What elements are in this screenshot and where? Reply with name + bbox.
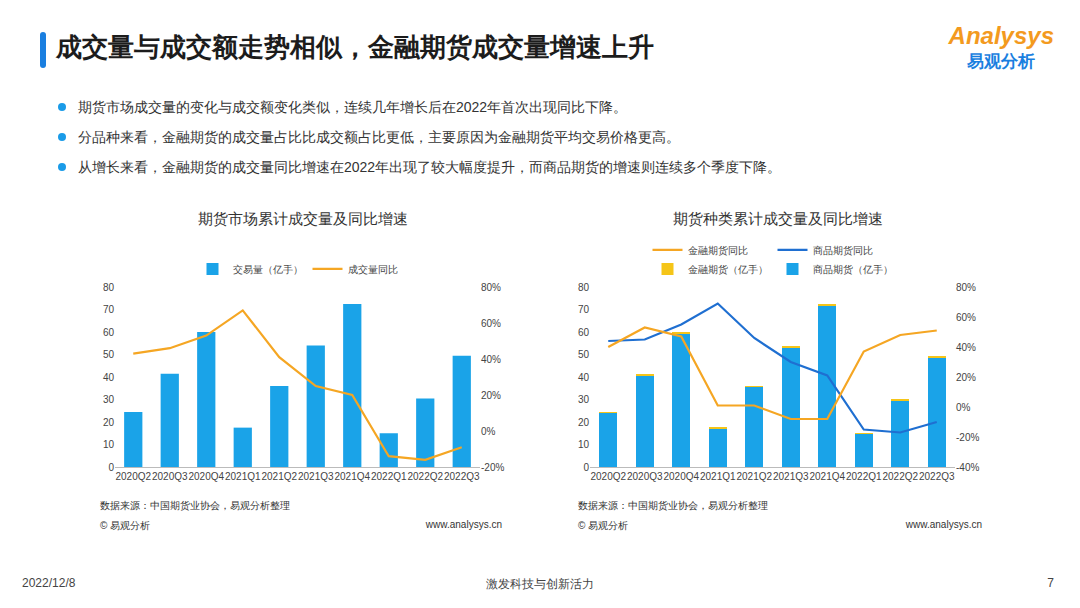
svg-text:80%: 80%	[481, 282, 501, 293]
svg-text:40: 40	[103, 372, 115, 383]
svg-text:2021Q1: 2021Q1	[225, 471, 261, 482]
svg-text:10: 10	[578, 439, 590, 450]
svg-text:2021Q4: 2021Q4	[334, 471, 370, 482]
svg-text:60%: 60%	[956, 312, 976, 323]
svg-text:20%: 20%	[481, 390, 501, 401]
html-text:从增长来看，金融期货的成交量同比增速在2022年出现了较大幅: 从增长来看，金融期货的成交量同比增速在2022年出现了较大幅度提升，而商品期货的…	[78, 159, 782, 175]
svg-text:2020Q4: 2020Q4	[188, 471, 224, 482]
html-text:期货市场成交量的变化与成交额变化类似，连续几年增长后在202: 期货市场成交量的变化与成交额变化类似，连续几年增长后在2022年首次出现同比下降…	[78, 99, 628, 115]
svg-text:2020Q4: 2020Q4	[663, 471, 699, 482]
svg-text:70: 70	[103, 304, 115, 315]
svg-text:2020Q3: 2020Q3	[152, 471, 188, 482]
html-text:分品种来看，金融期货的成交量占比比成交额占比更低，主要原因为: 分品种来看，金融期货的成交量占比比成交额占比更低，主要原因为金融期货平均交易价格…	[78, 129, 680, 145]
html-text:www.analysys.cn: www.analysys.cn	[425, 519, 502, 530]
html-text:数据来源：中国期货业协会，易观分析整理: 数据来源：中国期货业协会，易观分析整理	[578, 500, 768, 511]
svg-text:2021Q3: 2021Q3	[298, 471, 334, 482]
svg-text:80: 80	[103, 282, 115, 293]
svg-text:期货种类累计成交量及同比增速: 期货种类累计成交量及同比增速	[673, 210, 883, 227]
svg-text:2022Q3: 2022Q3	[444, 471, 480, 482]
svg-text:成交量同比: 成交量同比	[348, 264, 398, 275]
svg-text:2021Q2: 2021Q2	[736, 471, 772, 482]
html-text:© 易观分析: © 易观分析	[100, 520, 151, 531]
svg-text:10: 10	[103, 439, 115, 450]
svg-text:70: 70	[578, 304, 590, 315]
svg-text:0%: 0%	[481, 426, 496, 437]
svg-text:30: 30	[103, 394, 115, 405]
svg-text:0: 0	[583, 462, 589, 473]
svg-text:2021Q4: 2021Q4	[809, 471, 845, 482]
svg-text:2021Q2: 2021Q2	[261, 471, 297, 482]
svg-text:金融期货（亿手）: 金融期货（亿手）	[688, 264, 768, 275]
svg-text:20: 20	[578, 417, 590, 428]
svg-text:2020Q3: 2020Q3	[627, 471, 663, 482]
svg-text:0%: 0%	[956, 402, 971, 413]
svg-text:60: 60	[578, 327, 590, 338]
html-text:© 易观分析: © 易观分析	[578, 520, 629, 531]
html-text:激发科技与创新活力: 激发科技与创新活力	[486, 577, 594, 591]
svg-text:期货市场累计成交量及同比增速: 期货市场累计成交量及同比增速	[198, 210, 408, 227]
svg-text:2021Q1: 2021Q1	[700, 471, 736, 482]
svg-text:2022Q3: 2022Q3	[919, 471, 955, 482]
svg-text:2022Q1: 2022Q1	[371, 471, 407, 482]
svg-text:交易量（亿手）: 交易量（亿手）	[233, 264, 303, 275]
html-text:成交量与成交额走势相似，金融期货成交量增速上升: 成交量与成交额走势相似，金融期货成交量增速上升	[56, 32, 654, 62]
svg-text:商品期货同比: 商品期货同比	[813, 245, 873, 256]
svg-text:50: 50	[103, 349, 115, 360]
svg-text:0: 0	[108, 462, 114, 473]
svg-text:2022Q2: 2022Q2	[407, 471, 443, 482]
html-text:Analysys: Analysys	[948, 22, 1054, 49]
svg-text:-20%: -20%	[956, 432, 979, 443]
svg-text:20: 20	[103, 417, 115, 428]
svg-text:2021Q3: 2021Q3	[773, 471, 809, 482]
svg-text:20%: 20%	[956, 372, 976, 383]
svg-text:-20%: -20%	[481, 462, 504, 473]
svg-text:60%: 60%	[481, 318, 501, 329]
svg-text:2022Q1: 2022Q1	[846, 471, 882, 482]
svg-text:2020Q2: 2020Q2	[115, 471, 151, 482]
svg-text:商品期货（亿手）: 商品期货（亿手）	[813, 264, 893, 275]
svg-text:2022Q2: 2022Q2	[882, 471, 918, 482]
html-text:易观分析: 易观分析	[967, 52, 1036, 71]
svg-text:金融期货同比: 金融期货同比	[688, 245, 748, 256]
svg-text:-40%: -40%	[956, 462, 979, 473]
html-text:2022/12/8: 2022/12/8	[22, 576, 76, 590]
html-text:7: 7	[1047, 576, 1054, 590]
svg-text:40: 40	[578, 372, 590, 383]
html-text:数据来源：中国期货业协会，易观分析整理: 数据来源：中国期货业协会，易观分析整理	[100, 500, 290, 511]
svg-text:40%: 40%	[956, 342, 976, 353]
svg-text:80: 80	[578, 282, 590, 293]
svg-text:40%: 40%	[481, 354, 501, 365]
svg-text:30: 30	[578, 394, 590, 405]
svg-text:2020Q2: 2020Q2	[590, 471, 626, 482]
svg-text:50: 50	[578, 349, 590, 360]
svg-text:60: 60	[103, 327, 115, 338]
html-text:www.analysys.cn: www.analysys.cn	[905, 519, 982, 530]
svg-text:80%: 80%	[956, 282, 976, 293]
